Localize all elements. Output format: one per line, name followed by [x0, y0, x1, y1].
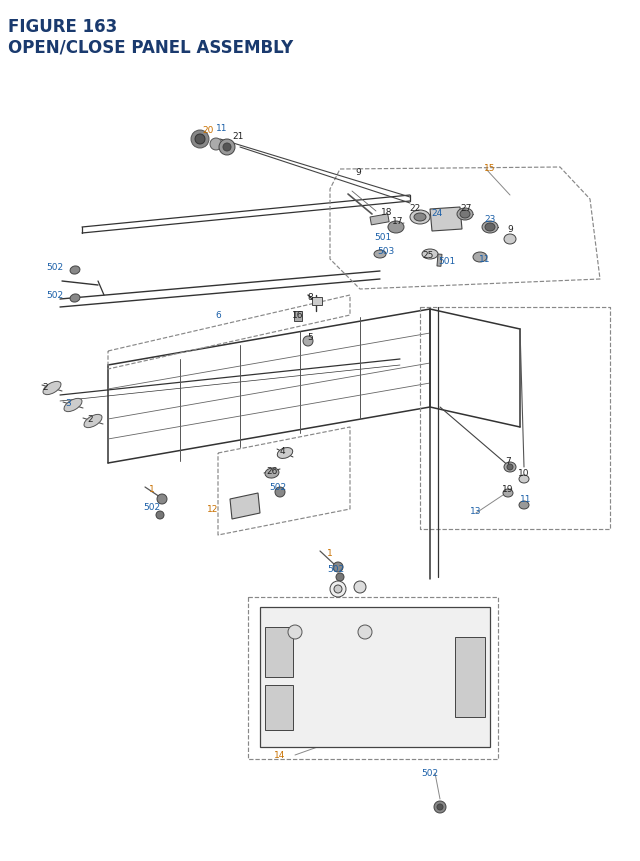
Text: FIGURE 163: FIGURE 163	[8, 18, 117, 36]
Bar	[265, 628, 293, 678]
Ellipse shape	[70, 267, 80, 275]
Ellipse shape	[482, 222, 498, 233]
Text: 24: 24	[431, 209, 443, 218]
Text: 11: 11	[479, 255, 491, 264]
Text: 15: 15	[484, 164, 496, 172]
Ellipse shape	[414, 214, 426, 222]
Ellipse shape	[374, 251, 386, 258]
Ellipse shape	[43, 382, 61, 395]
Text: 502: 502	[47, 263, 63, 272]
Text: 2: 2	[42, 383, 48, 392]
Text: 1: 1	[327, 548, 333, 558]
Circle shape	[354, 581, 366, 593]
Text: 3: 3	[65, 399, 71, 408]
Ellipse shape	[277, 448, 292, 459]
Text: 9: 9	[355, 167, 361, 177]
Circle shape	[336, 573, 344, 581]
Text: 21: 21	[232, 132, 244, 140]
Text: 502: 502	[328, 565, 344, 573]
Text: 23: 23	[484, 215, 496, 224]
Text: 502: 502	[421, 769, 438, 777]
Ellipse shape	[460, 211, 470, 219]
Circle shape	[507, 464, 513, 470]
Circle shape	[195, 135, 205, 145]
Ellipse shape	[64, 399, 82, 412]
Text: 502: 502	[143, 503, 161, 512]
Ellipse shape	[457, 208, 473, 220]
Circle shape	[156, 511, 164, 519]
Circle shape	[333, 562, 343, 573]
Text: 26: 26	[266, 467, 278, 476]
Text: 20: 20	[202, 126, 214, 134]
Circle shape	[334, 585, 342, 593]
Circle shape	[219, 139, 235, 156]
Ellipse shape	[485, 224, 495, 232]
Text: 11: 11	[520, 495, 532, 504]
Text: 501: 501	[374, 233, 392, 242]
Text: 12: 12	[207, 505, 219, 514]
Ellipse shape	[265, 468, 279, 479]
Circle shape	[157, 494, 167, 505]
Ellipse shape	[70, 294, 80, 303]
Ellipse shape	[519, 501, 529, 510]
Text: 503: 503	[378, 247, 395, 257]
Bar	[437, 255, 442, 267]
Circle shape	[434, 801, 446, 813]
Polygon shape	[260, 607, 490, 747]
Ellipse shape	[504, 462, 516, 473]
Circle shape	[191, 131, 209, 149]
Bar	[265, 685, 293, 730]
Text: 27: 27	[460, 203, 472, 213]
Circle shape	[330, 581, 346, 598]
Text: 11: 11	[216, 123, 228, 133]
Polygon shape	[230, 493, 260, 519]
Text: 502: 502	[47, 291, 63, 300]
Text: 2: 2	[87, 415, 93, 424]
Bar	[294, 312, 302, 322]
Circle shape	[358, 625, 372, 639]
Bar	[370, 214, 389, 226]
Text: 17: 17	[392, 217, 404, 226]
Circle shape	[288, 625, 302, 639]
Text: 25: 25	[422, 251, 434, 260]
Text: 501: 501	[438, 257, 456, 266]
Text: 10: 10	[518, 469, 530, 478]
Text: 8: 8	[307, 293, 313, 302]
Circle shape	[210, 139, 222, 151]
Text: 6: 6	[215, 311, 221, 320]
Text: 502: 502	[269, 483, 287, 492]
Text: 5: 5	[307, 333, 313, 342]
Circle shape	[303, 337, 313, 347]
Ellipse shape	[410, 211, 430, 225]
Ellipse shape	[503, 489, 513, 498]
Text: 9: 9	[507, 226, 513, 234]
Ellipse shape	[388, 222, 404, 233]
Ellipse shape	[84, 415, 102, 428]
Ellipse shape	[504, 235, 516, 245]
Bar	[455, 637, 485, 717]
Text: 14: 14	[275, 751, 285, 759]
Circle shape	[223, 144, 231, 152]
Text: 13: 13	[470, 507, 482, 516]
Polygon shape	[430, 208, 462, 232]
Circle shape	[275, 487, 285, 498]
Text: 19: 19	[502, 485, 514, 494]
Ellipse shape	[422, 250, 438, 260]
Text: 4: 4	[279, 447, 285, 456]
Text: OPEN/CLOSE PANEL ASSEMBLY: OPEN/CLOSE PANEL ASSEMBLY	[8, 38, 293, 56]
Ellipse shape	[519, 475, 529, 483]
Bar	[312, 298, 322, 306]
Text: 16: 16	[292, 311, 304, 320]
Ellipse shape	[473, 253, 487, 263]
Text: 1: 1	[149, 485, 155, 494]
Text: 18: 18	[381, 208, 393, 216]
Circle shape	[437, 804, 443, 810]
Text: 22: 22	[410, 203, 420, 213]
Text: 7: 7	[505, 457, 511, 466]
